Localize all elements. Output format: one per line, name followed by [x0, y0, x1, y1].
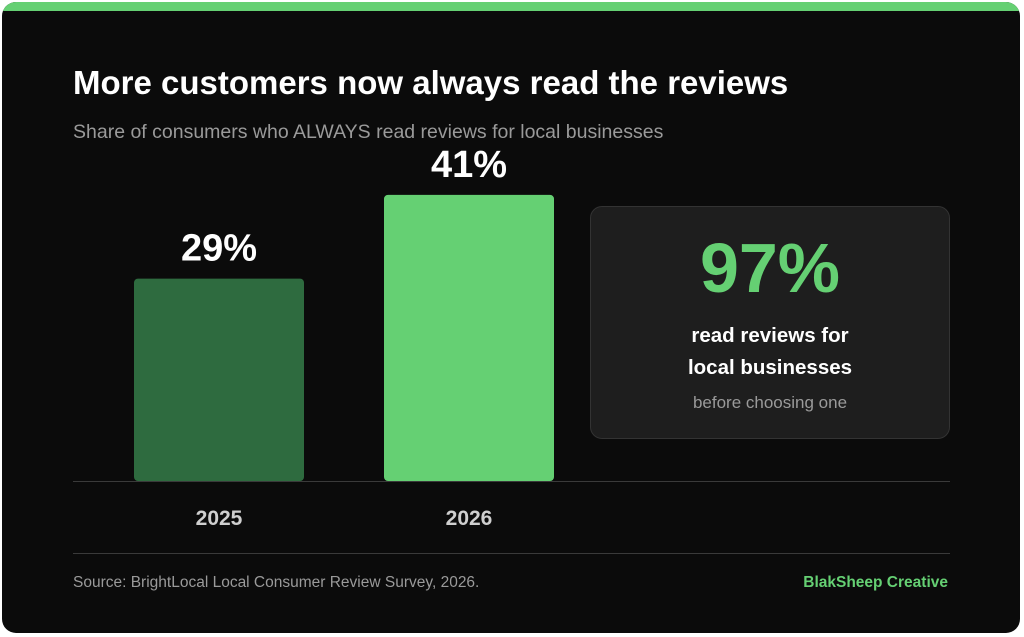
bar-2025: [134, 278, 304, 481]
data-label-2026: 41%: [431, 144, 507, 186]
footer-divider: [73, 553, 950, 554]
chart-subtitle: Share of consumers who ALWAYS read revie…: [73, 121, 664, 143]
x-tick-label-2025: 2025: [196, 507, 243, 530]
data-label-2025: 29%: [181, 228, 257, 270]
highlight-stat-box: 97% read reviews for local businesses be…: [590, 206, 950, 439]
stat-label-line-1: read reviews for: [691, 324, 849, 347]
stat-label-line-2: local businesses: [687, 356, 853, 379]
accent-top-bar: [2, 2, 1020, 11]
x-tick-label-2026: 2026: [446, 507, 493, 530]
source-note: Source: BrightLocal Local Consumer Revie…: [73, 574, 480, 591]
bar-2026: [384, 194, 554, 481]
chart-title: More customers now always read the revie…: [73, 64, 789, 101]
stat-value: 97%: [699, 229, 841, 307]
stat-label: read reviews for local businesses: [591, 320, 949, 384]
brand-credit: BlakSheep Creative: [803, 574, 948, 591]
stat-note: before choosing one: [692, 393, 848, 412]
